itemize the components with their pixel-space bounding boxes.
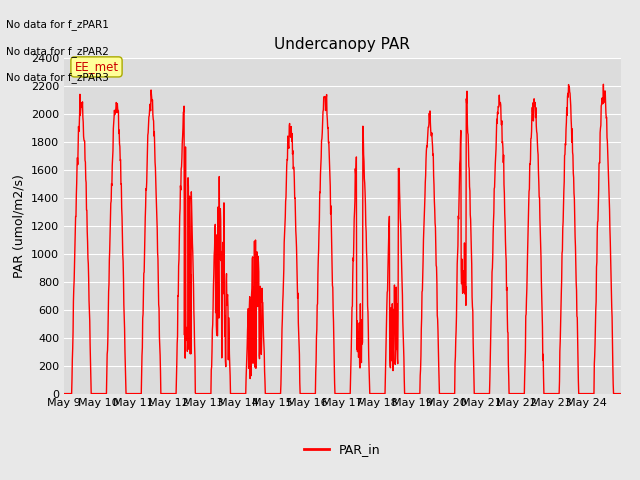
Text: EE_met: EE_met	[74, 60, 118, 73]
Text: No data for f_zPAR1: No data for f_zPAR1	[6, 19, 109, 30]
Text: No data for f_zPAR2: No data for f_zPAR2	[6, 46, 109, 57]
Text: No data for f_zPAR3: No data for f_zPAR3	[6, 72, 109, 83]
Y-axis label: PAR (umol/m2/s): PAR (umol/m2/s)	[12, 174, 26, 277]
Legend: PAR_in: PAR_in	[299, 438, 386, 461]
Title: Undercanopy PAR: Undercanopy PAR	[275, 37, 410, 52]
